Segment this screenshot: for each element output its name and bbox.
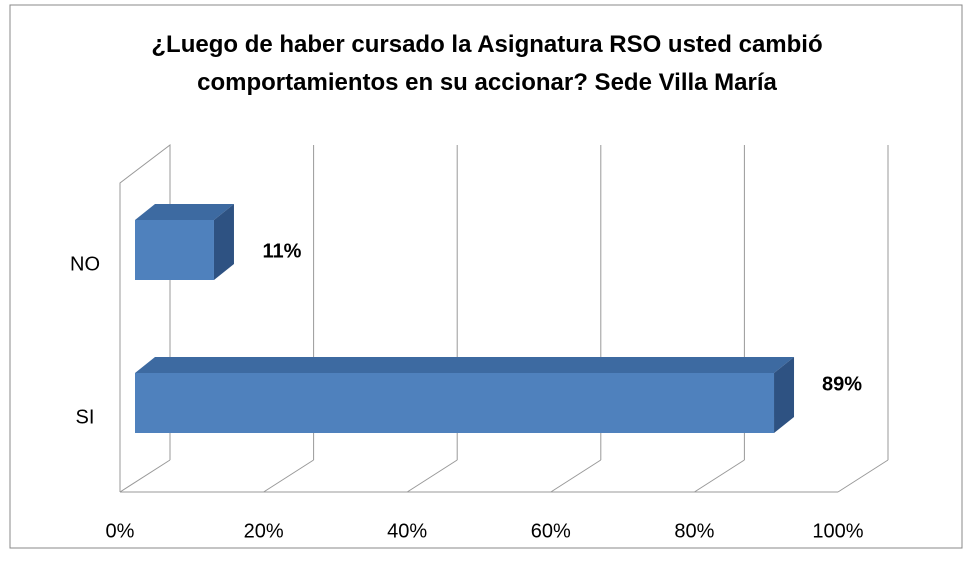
x-tick-label: 100% xyxy=(812,520,863,542)
x-tick-label: 40% xyxy=(387,520,427,542)
y-tick-label: SI xyxy=(76,406,95,428)
bar-front xyxy=(135,373,775,433)
x-tick-label: 20% xyxy=(244,520,284,542)
bar xyxy=(135,357,795,433)
left-wall xyxy=(119,143,171,492)
chart-border xyxy=(9,4,963,549)
x-tick-label: 80% xyxy=(674,520,714,542)
chart-title: ¿Luego de haber cursado la Asignatura RS… xyxy=(151,31,823,96)
floor-line xyxy=(837,459,889,493)
bar-side xyxy=(213,204,234,280)
floor-line xyxy=(694,459,745,493)
y-tick-label: NO xyxy=(70,253,100,275)
floor-line xyxy=(263,459,314,493)
floor-line xyxy=(119,459,171,493)
floor-line xyxy=(550,459,602,493)
bar-top xyxy=(135,357,795,373)
bar-side xyxy=(774,357,795,433)
data-label: 89% xyxy=(822,373,862,395)
bar-top xyxy=(135,204,234,220)
data-label: 11% xyxy=(263,240,302,262)
x-tick-label: 0% xyxy=(106,520,135,542)
x-tick-label: 60% xyxy=(531,520,571,542)
bar-front xyxy=(135,220,214,280)
floor-line xyxy=(406,459,458,493)
bar xyxy=(135,204,234,280)
